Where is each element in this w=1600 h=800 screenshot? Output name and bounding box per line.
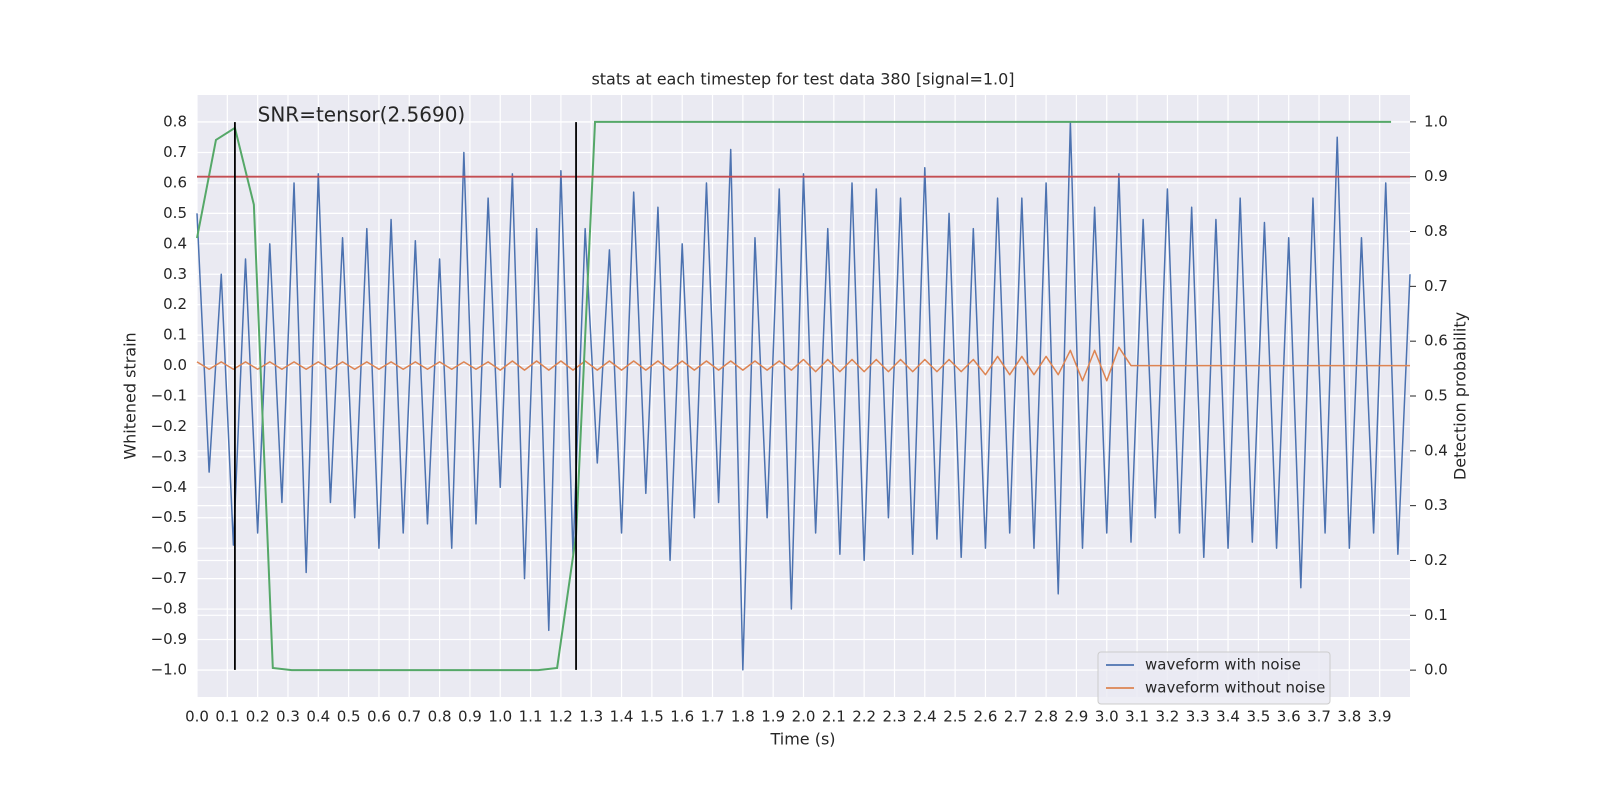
x-tick-label: 0.6: [367, 708, 391, 726]
y-tick-label: 0.2: [163, 295, 187, 313]
y2-tick-label: 0.5: [1424, 387, 1448, 405]
x-tick-label: 0.8: [428, 708, 452, 726]
annotation: SNR=tensor(2.5690): [258, 103, 466, 127]
x-tick-label: 0.5: [337, 708, 361, 726]
series-line: [196, 121, 1411, 671]
x-tick-label: 0.2: [246, 708, 270, 726]
x-tick-label: 0.3: [276, 708, 300, 726]
x-tick-label: 3.8: [1337, 708, 1361, 726]
y-tick-label: −0.8: [151, 600, 187, 618]
x-tick-label: 3.3: [1186, 708, 1210, 726]
legend-label: waveform with noise: [1145, 656, 1301, 674]
y-tick-label: −0.2: [151, 417, 187, 435]
y2-tick-label: 0.8: [1424, 222, 1448, 240]
x-tick-label: 2.9: [1064, 708, 1088, 726]
y-tick-label: 0.7: [163, 143, 187, 161]
y-tick-label: 0.3: [163, 265, 187, 283]
y-tick-label: 0.4: [163, 234, 187, 252]
legend-box: [1097, 651, 1331, 705]
x-tick-label: 3.4: [1216, 708, 1240, 726]
x-tick-label: 2.5: [943, 708, 967, 726]
x-tick-label: 1.5: [640, 708, 664, 726]
y-tick-label: −0.9: [151, 630, 187, 648]
x-tick-label: 2.2: [852, 708, 876, 726]
y-tick-label: −1.0: [151, 660, 187, 678]
y-tick-label: −0.7: [151, 569, 187, 587]
x-tick-label: 1.1: [519, 708, 543, 726]
x-tick-label: 0.7: [397, 708, 421, 726]
x-axis-label: Time (s): [769, 730, 835, 749]
x-tick-label: 2.4: [913, 708, 937, 726]
y-tick-label: 0.5: [163, 204, 187, 222]
legend: waveform with noise waveform without nois…: [1097, 651, 1331, 705]
y2-tick-label: 1.0: [1424, 112, 1448, 130]
y-tick-label: −0.5: [151, 508, 187, 526]
x-tick-label: 0.1: [215, 708, 239, 726]
x-tick-label: 2.0: [792, 708, 816, 726]
x-tick-label: 0.0: [185, 708, 209, 726]
y-tick-label: 0.1: [163, 326, 187, 344]
axes: 0.0 0.1 0.2 0.3 0.4 0.5 0.6 0.7 0.8 0.9 1.0 1.1 1.2 1…: [151, 112, 1448, 725]
x-tick-label: 2.7: [1004, 708, 1028, 726]
chart-title: stats at each timestep for test data 380…: [591, 70, 1014, 89]
x-tick-label: 2.8: [1034, 708, 1058, 726]
series-line: [196, 346, 1410, 382]
x-tick-label: 3.2: [1155, 708, 1179, 726]
y-tick-label: −0.4: [151, 478, 187, 496]
x-tick-label: 2.6: [974, 708, 998, 726]
x-tick-label: 1.7: [701, 708, 725, 726]
x-tick-label: 1.0: [488, 708, 512, 726]
legend-label: waveform without noise: [1145, 679, 1325, 697]
x-tick-label: 1.3: [579, 708, 603, 726]
x-tick-label: 3.1: [1125, 708, 1149, 726]
x-tick-label: 1.4: [610, 708, 634, 726]
x-tick-label: 3.6: [1277, 708, 1301, 726]
x-tick-label: 1.2: [549, 708, 573, 726]
y-tick-label: 0.0: [163, 356, 187, 374]
marks: SNR=tensor(2.5690): [196, 103, 1411, 672]
x-tick-label: 3.5: [1246, 708, 1270, 726]
y2-tick-label: 0.0: [1424, 661, 1448, 679]
grid: [196, 95, 1410, 697]
y-tick-label: −0.6: [151, 539, 187, 557]
x-tick-label: 1.6: [670, 708, 694, 726]
y-tick-label: 0.6: [163, 173, 187, 191]
x-tick-label: 0.4: [306, 708, 330, 726]
y2-tick-label: 0.6: [1424, 332, 1448, 350]
x-tick-label: 0.9: [458, 708, 482, 726]
y2-axis-label: Detection probability: [1451, 312, 1470, 480]
x-tick-label: 1.9: [761, 708, 785, 726]
y2-tick-label: 0.4: [1424, 441, 1448, 459]
x-tick-label: 3.7: [1307, 708, 1331, 726]
y2-tick-label: 0.7: [1424, 277, 1448, 295]
x-tick-label: 2.1: [822, 708, 846, 726]
y2-tick-label: 0.9: [1424, 167, 1448, 185]
y-tick-label: −0.3: [151, 447, 187, 465]
x-tick-label: 3.9: [1368, 708, 1392, 726]
y2-tick-label: 0.2: [1424, 551, 1448, 569]
y-axis-label: Whitened strain: [121, 332, 140, 459]
y2-tick-label: 0.1: [1424, 606, 1448, 624]
y2-tick-label: 0.3: [1424, 496, 1448, 514]
x-tick-label: 1.8: [731, 708, 755, 726]
detection-probability-line: [196, 120, 1392, 672]
x-tick-label: 2.3: [883, 708, 907, 726]
y-tick-label: 0.8: [163, 113, 187, 131]
x-tick-label: 3.0: [1095, 708, 1119, 726]
y-tick-label: −0.1: [151, 387, 187, 405]
